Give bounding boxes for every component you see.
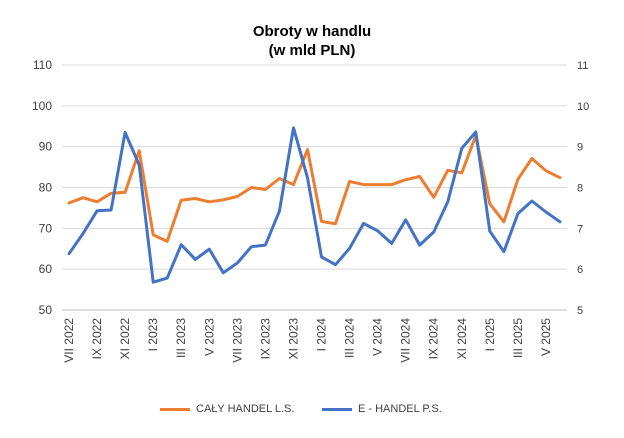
- x-axis-ticks: VII 2022 IX 2022 XI 2022 I 2023 III 2023 V 20…: [62, 318, 553, 363]
- left-axis-tick-label: 110: [33, 58, 52, 72]
- x-axis-tick-label: IX 2024: [427, 318, 441, 360]
- left-axis-tick-label: 70: [39, 221, 53, 235]
- x-axis-tick-label: IX 2023: [258, 318, 272, 360]
- chart-title-line-1: Obroty w handlu: [252, 23, 372, 40]
- chart-title: Obroty w handlu (w mld PLN): [0, 22, 624, 60]
- x-axis-tick-label: VII 2022: [62, 318, 76, 363]
- x-axis-tick-label: V 2024: [371, 318, 385, 356]
- x-axis-tick-label: XI 2024: [455, 318, 469, 360]
- x-axis-tick-label: I 2024: [315, 318, 329, 352]
- right-axis-ticks: 5 6 7 8 9 10 11: [577, 60, 589, 317]
- x-axis-tick-label: VII 2024: [399, 318, 413, 363]
- x-axis-tick-label: III 2023: [174, 318, 188, 358]
- x-axis-tick-label: IX 2022: [90, 318, 104, 360]
- chart-title-line-2: (w mld PLN): [268, 42, 356, 59]
- left-axis-tick-label: 60: [39, 262, 53, 276]
- legend-label-e-handel: E - HANDEL P.S.: [358, 403, 442, 415]
- x-axis-tick-label: XI 2022: [118, 318, 132, 360]
- x-axis-tick-label: VII 2023: [230, 318, 244, 363]
- x-axis-tick-label: I 2025: [483, 318, 497, 352]
- x-axis-tick-label: III 2025: [511, 318, 525, 358]
- right-axis-tick-label: 9: [577, 142, 583, 154]
- right-axis-tick-label: 10: [577, 101, 589, 113]
- series-line-e-handel: [67, 126, 562, 284]
- left-axis-tick-label: 100: [32, 99, 52, 113]
- left-axis-tick-label: 90: [39, 140, 53, 154]
- x-axis-tick-label: III 2024: [343, 318, 357, 358]
- left-axis-tick-label: 50: [39, 303, 53, 317]
- x-axis-tick-label: XI 2023: [286, 318, 300, 360]
- legend-swatch-e-handel: [322, 407, 352, 411]
- x-axis-tick-label: I 2023: [146, 318, 160, 352]
- legend-swatch-caly-handel: [160, 407, 190, 411]
- left-axis-ticks: 50 60 70 80 90 100 110: [32, 58, 52, 317]
- legend-item-caly-handel: CAŁY HANDEL L.S.: [160, 403, 294, 415]
- legend-item-e-handel: E - HANDEL P.S.: [322, 403, 442, 415]
- x-axis-tick-label: V 2023: [202, 318, 216, 356]
- right-axis-tick-label: 8: [577, 183, 583, 195]
- right-axis-tick-label: 11: [577, 60, 588, 72]
- left-axis-tick-label: 80: [39, 181, 53, 195]
- series-lines: [67, 126, 562, 284]
- x-axis-tick-label: V 2025: [539, 318, 553, 356]
- right-axis-tick-label: 5: [577, 305, 583, 317]
- legend-label-caly-handel: CAŁY HANDEL L.S.: [196, 403, 295, 415]
- right-axis-tick-label: 7: [577, 223, 583, 235]
- right-axis-tick-label: 6: [577, 264, 583, 276]
